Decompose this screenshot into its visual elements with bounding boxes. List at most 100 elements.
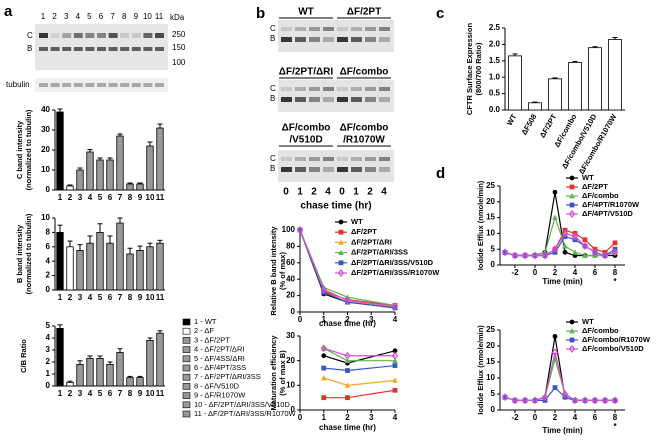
lane-label: 0: [283, 187, 289, 198]
marker: [320, 285, 327, 294]
x-tick-label: 5: [98, 293, 103, 302]
blot-band: [379, 157, 390, 161]
x-tick-label: 7: [118, 293, 123, 302]
x-tick-label: 0: [298, 315, 303, 324]
y-tick-label: 100: [282, 225, 296, 234]
y-tick-label: 4: [46, 333, 51, 342]
y-tick-label: 15: [486, 357, 495, 366]
legend-marker: [568, 345, 576, 353]
band-label: C: [270, 84, 276, 93]
blot-band: [295, 27, 306, 31]
marker: [344, 351, 351, 360]
y-tick-label: 6: [46, 242, 51, 251]
x-tick-label: 2: [345, 413, 350, 422]
y-tick-label: 40: [286, 274, 295, 283]
y-tick-label: 80: [286, 242, 295, 251]
legend-marker: [569, 202, 575, 208]
blot-band: [337, 27, 348, 31]
x-tick-label: 3: [369, 315, 374, 324]
series-line: [323, 347, 395, 357]
marker: [320, 374, 327, 381]
y-axis-title: (800/700 Ratio): [474, 42, 483, 95]
lane-label: 2: [367, 187, 373, 198]
band-label: B: [270, 164, 275, 173]
bar: [116, 222, 124, 291]
blot-band: [337, 37, 348, 42]
y-tick-label: 2.5: [489, 23, 501, 32]
lane-number: 9: [134, 12, 139, 21]
kda-label: kDa: [170, 13, 185, 22]
blot-group-label: ΔF/combo: [340, 123, 389, 134]
x-tick-label: -2: [511, 413, 519, 422]
legend-marker: [337, 269, 345, 277]
blot-band: [379, 87, 390, 91]
band-label: C: [270, 24, 276, 33]
blot-band: [85, 33, 95, 38]
blot: [278, 20, 394, 52]
y-tick-label: 8: [46, 228, 51, 237]
x-tick-label: 0: [298, 413, 303, 422]
legend-label: 6 - ΔF/4PT/3SS: [194, 363, 246, 372]
annotation: *: [613, 422, 617, 431]
y-axis-title: C/B Ratio: [19, 339, 28, 373]
y-tick-label: 20: [486, 341, 495, 350]
x-tick-label: 11: [156, 193, 165, 202]
x-tick-label: 2: [68, 193, 73, 202]
bar: [66, 185, 74, 191]
x-tick-label: 7: [118, 193, 123, 202]
blot-band: [337, 87, 348, 91]
x-tick-label: 10: [146, 293, 155, 302]
bar: [136, 249, 144, 291]
y-axis-title: B band intensity: [15, 224, 24, 283]
y-tick-label: 5: [46, 321, 51, 330]
legend-label: WT: [582, 173, 594, 182]
blot-band: [379, 167, 390, 172]
legend-swatch: [182, 327, 191, 335]
y-tick-label: 60: [286, 258, 295, 267]
marker: [552, 189, 558, 195]
series-line: [323, 377, 396, 386]
marker: [391, 351, 399, 360]
series-line: [323, 350, 396, 364]
y-tick-label: 20: [41, 145, 50, 154]
bar: [146, 246, 154, 291]
marker: [391, 302, 399, 311]
lane-number: 8: [122, 12, 127, 21]
x-tick-label: ΔF508: [519, 112, 538, 136]
blot-band: [295, 37, 306, 42]
y-tick-label: 10: [286, 380, 295, 389]
x-tick-label: 4: [88, 193, 93, 202]
y-axis-title: (% of max): [278, 252, 287, 290]
x-tick-label: 1: [58, 293, 63, 302]
panel-label: d: [436, 165, 445, 182]
blot-band: [281, 97, 292, 102]
marker: [521, 396, 529, 405]
marker: [511, 396, 519, 405]
legend-marker: [569, 319, 575, 325]
x-tick-label: 2: [345, 315, 350, 324]
x-tick-label: 4: [88, 389, 93, 398]
series-line: [323, 365, 396, 372]
x-tick-label: 8: [613, 268, 618, 277]
blot-band: [281, 167, 292, 172]
x-tick-label: 6: [593, 268, 598, 277]
blot-band: [73, 47, 83, 51]
y-axis-title: CFTR Surface Expression: [465, 23, 474, 116]
y-tick-label: 0: [291, 405, 296, 414]
lane-number: 1: [41, 12, 46, 21]
blot-band: [323, 97, 334, 102]
blot: [278, 80, 394, 112]
blot-band: [365, 87, 376, 91]
marker: [552, 214, 558, 220]
x-tick-label: ΔF/2PT: [538, 112, 559, 139]
marker: [321, 365, 327, 371]
x-tick-label: WT: [505, 112, 519, 127]
blot-band: [39, 47, 48, 51]
lane-number: 2: [52, 12, 57, 21]
x-tick-label: 10: [146, 389, 155, 398]
y-tick-label: 40: [41, 105, 50, 114]
bar: [508, 55, 522, 111]
blot-band: [62, 33, 72, 38]
x-tick-label: 10: [146, 193, 155, 202]
marker: [392, 357, 398, 364]
